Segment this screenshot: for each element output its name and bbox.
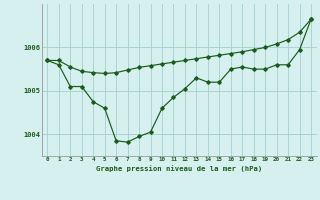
X-axis label: Graphe pression niveau de la mer (hPa): Graphe pression niveau de la mer (hPa)	[96, 165, 262, 172]
